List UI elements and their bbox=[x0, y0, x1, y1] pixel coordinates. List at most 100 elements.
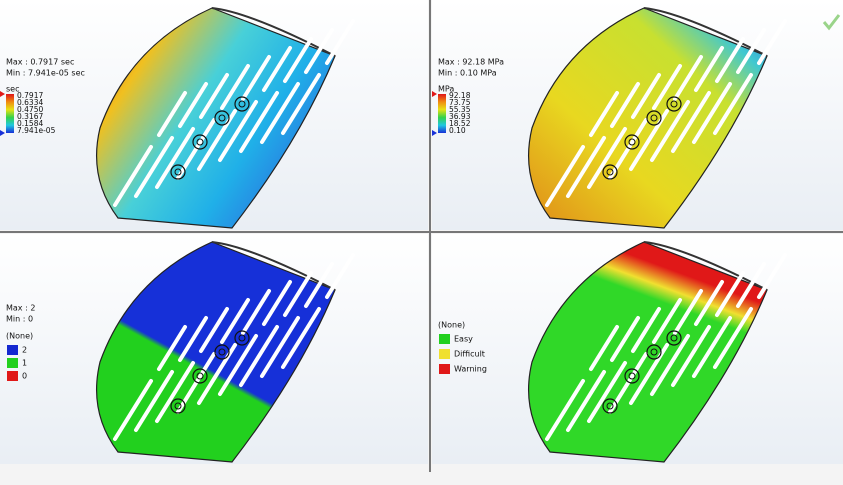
boss bbox=[192, 134, 208, 150]
slot bbox=[673, 289, 703, 335]
boss bbox=[650, 114, 658, 122]
max-label: Max : 0.7917 sec bbox=[6, 58, 74, 67]
slot bbox=[713, 73, 753, 135]
slot bbox=[673, 55, 703, 101]
min-marker bbox=[0, 130, 5, 136]
slot bbox=[545, 145, 585, 207]
unit-label: sec bbox=[6, 85, 20, 94]
color-bar bbox=[6, 94, 14, 133]
slot bbox=[113, 379, 153, 441]
slot bbox=[587, 361, 627, 423]
unit-label: (None) bbox=[438, 321, 465, 330]
part-shell bbox=[527, 7, 768, 229]
slot bbox=[262, 46, 292, 92]
viewport: (None) Easy Difficult Warning bbox=[432, 234, 843, 464]
slot bbox=[239, 325, 279, 387]
boss bbox=[234, 96, 250, 112]
slot bbox=[220, 64, 250, 110]
slot bbox=[218, 100, 258, 162]
shell-edge bbox=[643, 241, 768, 291]
slot bbox=[566, 370, 606, 432]
legend-swatch bbox=[439, 364, 450, 374]
slot bbox=[157, 91, 187, 137]
slot bbox=[587, 127, 627, 189]
legend-value: 0.1584 bbox=[17, 119, 43, 128]
slot bbox=[652, 298, 682, 344]
slot bbox=[218, 334, 258, 396]
slot bbox=[694, 46, 724, 92]
legend-swatch bbox=[439, 334, 450, 344]
max-marker bbox=[432, 91, 437, 97]
min-label: Min : 0.10 MPa bbox=[438, 69, 497, 78]
boss bbox=[666, 96, 682, 112]
color-bar bbox=[438, 94, 446, 133]
shell-edge bbox=[211, 241, 336, 291]
slot bbox=[671, 325, 711, 387]
slot bbox=[241, 289, 271, 335]
slot bbox=[694, 280, 724, 326]
slot bbox=[281, 73, 321, 135]
legend-label: Easy bbox=[454, 335, 473, 344]
slot bbox=[155, 127, 195, 189]
slot bbox=[281, 307, 321, 369]
boss bbox=[192, 368, 208, 384]
boss bbox=[238, 334, 246, 342]
boss bbox=[214, 344, 230, 360]
legend-label: 0 bbox=[22, 372, 27, 381]
slot bbox=[199, 307, 229, 353]
legend-value: 18.52 bbox=[449, 119, 471, 128]
slot bbox=[262, 280, 292, 326]
boss bbox=[666, 330, 682, 346]
boss bbox=[650, 348, 658, 356]
min-label: Min : 0 bbox=[6, 315, 33, 324]
slot bbox=[610, 316, 640, 362]
slot bbox=[178, 316, 208, 362]
slot bbox=[178, 82, 208, 128]
shell-edge bbox=[211, 7, 336, 57]
boss bbox=[628, 138, 636, 146]
legend-value: 0.4750 bbox=[17, 105, 43, 114]
slot bbox=[155, 361, 195, 423]
slot bbox=[736, 28, 766, 74]
boss bbox=[606, 168, 614, 176]
legend-label: 2 bbox=[22, 346, 27, 355]
slot bbox=[692, 316, 732, 378]
boss bbox=[196, 138, 204, 146]
slot bbox=[589, 91, 619, 137]
viewport: Max : 2 Min : 0 (None) 2 1 0 bbox=[0, 234, 428, 464]
slot bbox=[241, 55, 271, 101]
min-marker bbox=[432, 130, 437, 136]
legend-swatch bbox=[439, 349, 450, 359]
boss bbox=[218, 114, 226, 122]
slot bbox=[610, 82, 640, 128]
legend-label: Warning bbox=[454, 365, 487, 374]
ok-check[interactable] bbox=[822, 14, 841, 31]
slot bbox=[713, 307, 753, 369]
legend-value: 73.75 bbox=[449, 98, 471, 107]
slot bbox=[283, 37, 313, 83]
legend-value: 0.3167 bbox=[17, 112, 43, 121]
boss bbox=[234, 330, 250, 346]
legend-value: 0.7917 bbox=[17, 91, 43, 100]
slot bbox=[134, 136, 174, 198]
boss bbox=[624, 134, 640, 150]
legend-value: 92.18 bbox=[449, 91, 471, 100]
boss bbox=[646, 344, 662, 360]
slot bbox=[134, 370, 174, 432]
slot bbox=[260, 82, 300, 144]
slot bbox=[715, 37, 745, 83]
slot bbox=[199, 73, 229, 119]
part-shell bbox=[95, 241, 336, 463]
slot bbox=[652, 64, 682, 110]
slot bbox=[589, 325, 619, 371]
legend-value: 0.6334 bbox=[17, 98, 43, 107]
slot bbox=[260, 316, 300, 378]
max-marker bbox=[0, 91, 5, 97]
boss bbox=[602, 398, 618, 414]
legend-value: 55.35 bbox=[449, 105, 471, 114]
legend-swatch bbox=[7, 345, 18, 355]
viewport: Max : 92.18 MPa Min : 0.10 MPa MPa92.1873.… bbox=[432, 0, 843, 230]
slot bbox=[239, 91, 279, 153]
legend-value: 36.93 bbox=[449, 112, 471, 121]
